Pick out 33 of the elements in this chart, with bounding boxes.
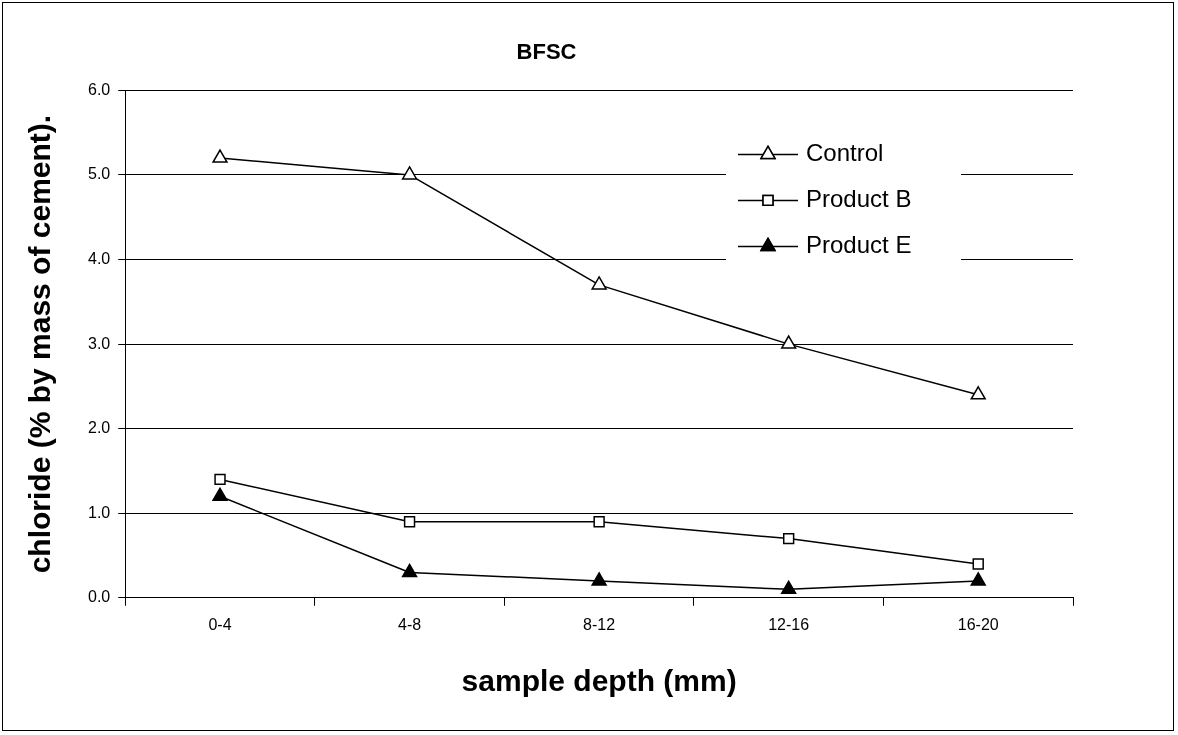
y-tick-label: 3.0 bbox=[87, 334, 111, 352]
x-tick-label: 8-12 bbox=[583, 615, 616, 633]
point bbox=[401, 166, 418, 180]
y-axis-title: chloride (% by mass of cement). bbox=[23, 114, 57, 574]
point bbox=[970, 386, 986, 400]
point bbox=[591, 572, 607, 586]
x-axis-title: sample depth (mm) bbox=[461, 664, 737, 698]
y-tick-label: 4.0 bbox=[87, 249, 111, 267]
point bbox=[780, 580, 797, 595]
point bbox=[780, 335, 797, 349]
point bbox=[591, 276, 607, 290]
legend-label: Product B bbox=[806, 185, 912, 213]
point bbox=[782, 532, 795, 545]
point bbox=[401, 563, 418, 578]
y-tick-label: 0.0 bbox=[87, 588, 111, 606]
y-tick-label: 1.0 bbox=[87, 503, 111, 521]
x-tick-label: 0-4 bbox=[208, 615, 232, 633]
legend-label: Control bbox=[806, 139, 884, 167]
y-tick-label: 6.0 bbox=[87, 80, 111, 98]
legend-label: Product E bbox=[806, 231, 912, 259]
point bbox=[970, 572, 986, 586]
point bbox=[972, 558, 984, 570]
y-tick-label: 5.0 bbox=[87, 165, 111, 183]
x-tick-label: 4-8 bbox=[398, 615, 422, 633]
point bbox=[214, 473, 226, 486]
x-tick-label: 12-16 bbox=[768, 615, 810, 633]
point bbox=[212, 149, 228, 163]
point bbox=[403, 515, 416, 528]
chart-title: BFSC bbox=[516, 39, 577, 65]
point bbox=[212, 487, 228, 502]
y-tick-label: 2.0 bbox=[87, 419, 111, 437]
x-tick-label: 16-20 bbox=[957, 615, 999, 633]
point bbox=[593, 515, 605, 528]
